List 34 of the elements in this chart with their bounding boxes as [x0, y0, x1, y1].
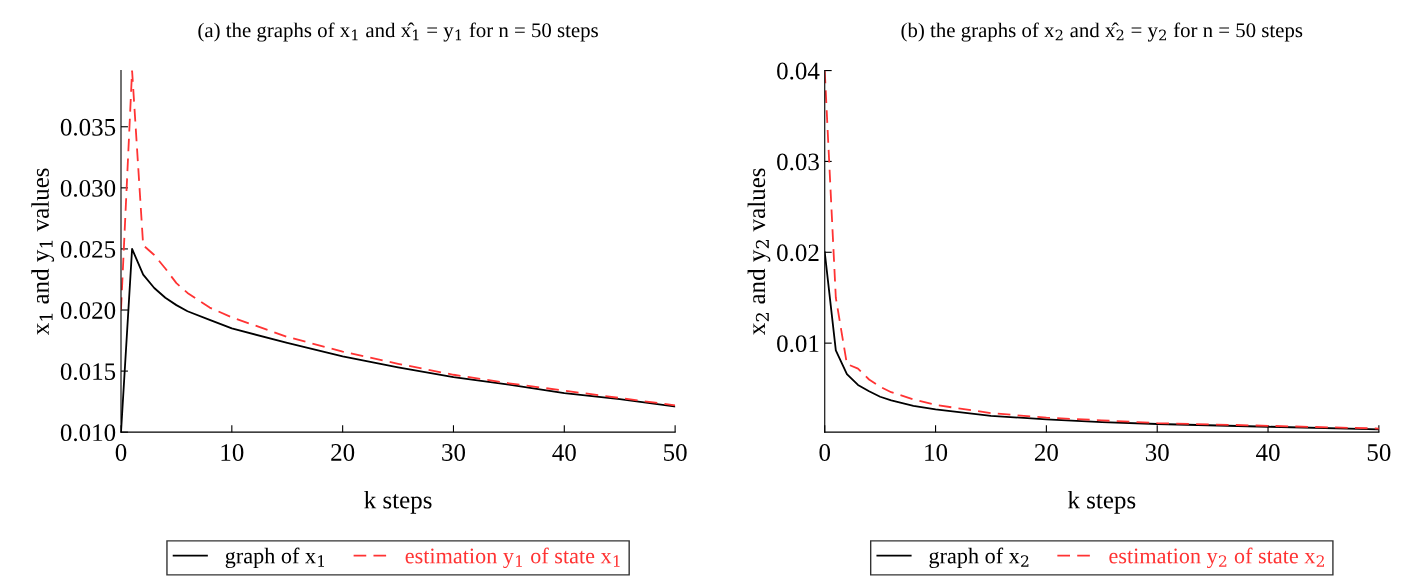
y-tick-label: 0.020	[60, 302, 116, 320]
x-tick-label: 30	[1145, 444, 1169, 461]
x-tick-label: 20	[1034, 444, 1058, 461]
line-series	[121, 70, 676, 407]
x-tick-label: 10	[925, 444, 948, 461]
x-tick-label: 20	[331, 444, 355, 461]
x-tick-label: 50	[664, 444, 687, 461]
y-tick-label: 0.035	[60, 118, 116, 136]
y-tick-label: 0.015	[60, 363, 116, 381]
y-tick-label: 0.02	[777, 244, 819, 262]
x-axis-title: k steps	[364, 490, 432, 514]
chart-title: (b) the graphs of x$_{2}$ and x̂$_{2}$ = y$_{2}$ for n = 50 steps	[901, 22, 1303, 42]
line-series	[824, 70, 1379, 430]
y-tick-label: 0.04	[777, 62, 820, 80]
y-tick-label: 0.010	[60, 424, 116, 442]
x-tick-label: 0	[819, 444, 831, 461]
legend-label: estimation y$_{2}$ of state x$_{2}$	[1109, 547, 1324, 569]
x-tick-label: 40	[1256, 444, 1280, 461]
y-tick-label: 0.025	[60, 240, 116, 258]
y-axis-title: x$_{2}$ and y$_{2}$ values	[747, 168, 771, 336]
y-tick-label: 0.03	[777, 153, 819, 171]
y-tick-label: 0.030	[60, 179, 116, 197]
chart-title: (a) the graphs of x$_{1}$ and x̂$_{1}$ = y$_{1}$ for n = 50 steps	[198, 22, 598, 42]
x-tick-label: 10	[221, 444, 244, 461]
x-tick-label: 50	[1367, 444, 1391, 461]
y-tick-label: 0.01	[777, 335, 819, 353]
x-axis-title: k steps	[1067, 490, 1136, 514]
legend-label: graph of x$_{2}$	[929, 547, 1029, 569]
x-tick-label: 30	[442, 444, 466, 461]
legend-label: graph of x$_{1}$	[225, 547, 324, 569]
y-axis-title: x$_{1}$ and y$_{1}$ values	[31, 168, 55, 336]
x-tick-label: 0	[115, 444, 127, 461]
x-tick-label: 40	[552, 444, 576, 461]
legend-label: estimation y$_{1}$ of state x$_{1}$	[405, 547, 620, 569]
